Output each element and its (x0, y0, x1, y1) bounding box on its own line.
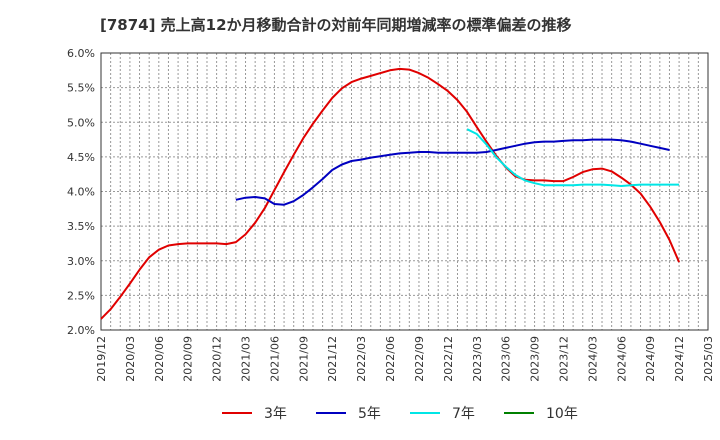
x-tick-label: 2023/12 (557, 336, 570, 382)
legend-label: 7年 (452, 406, 475, 422)
x-tick-label: 2020/06 (153, 336, 166, 382)
x-tick-label: 2021/06 (268, 336, 281, 382)
x-tick-label: 2020/09 (182, 336, 195, 382)
series-line-5年 (235, 138, 670, 206)
y-tick-label: 4.5% (67, 151, 95, 164)
y-tick-label: 3.0% (67, 255, 95, 268)
plot-background (101, 53, 708, 330)
x-tick-label: 2023/06 (500, 336, 513, 382)
x-tick-label: 2019/12 (95, 336, 108, 382)
x-tick-label: 2022/12 (442, 336, 455, 382)
x-tick-label: 2022/09 (413, 336, 426, 382)
x-tick-label: 2024/06 (615, 336, 628, 382)
x-tick-label: 2025/03 (702, 336, 715, 382)
y-tick-label: 5.0% (67, 116, 95, 129)
x-tick-label: 2023/09 (529, 336, 542, 382)
series-line-7年 (466, 128, 680, 187)
plot-area: 2.0% 2.5% 3.0% 3.5% 4.0% 4.5% 5.0% 5.5% 6.0% 2019… (67, 47, 715, 382)
chart-title: [7874] 売上高12か月移動合計の対前年同期増減率の標準偏差の推移 (100, 16, 572, 34)
legend: 3年 5年 7年 10年 (222, 406, 578, 422)
x-tick-label: 2021/09 (297, 336, 310, 382)
x-tick-label: 2021/03 (240, 336, 253, 382)
x-tick-label: 2023/03 (471, 336, 484, 382)
legend-label: 5年 (358, 406, 381, 422)
y-tick-label: 2.0% (67, 324, 95, 337)
x-tick-label: 2021/12 (326, 336, 339, 382)
x-tick-label: 2024/09 (644, 336, 657, 382)
y-tick-label: 6.0% (67, 47, 95, 60)
y-tick-label: 4.0% (67, 186, 95, 199)
x-tick-label: 2022/06 (384, 336, 397, 382)
y-tick-label: 5.5% (67, 82, 95, 95)
x-tick-label: 2024/12 (673, 336, 686, 382)
y-tick-label: 2.5% (67, 289, 95, 302)
y-tick-label: 3.5% (67, 220, 95, 233)
series-line-3年 (100, 67, 681, 320)
x-tick-label: 2022/03 (355, 336, 368, 382)
x-tick-label: 2020/03 (124, 336, 137, 382)
x-tick-label: 2020/12 (211, 336, 224, 382)
plot-border (100, 52, 709, 331)
legend-label: 10年 (546, 406, 578, 422)
x-tick-label: 2024/03 (586, 336, 599, 382)
legend-label: 3年 (264, 406, 287, 422)
